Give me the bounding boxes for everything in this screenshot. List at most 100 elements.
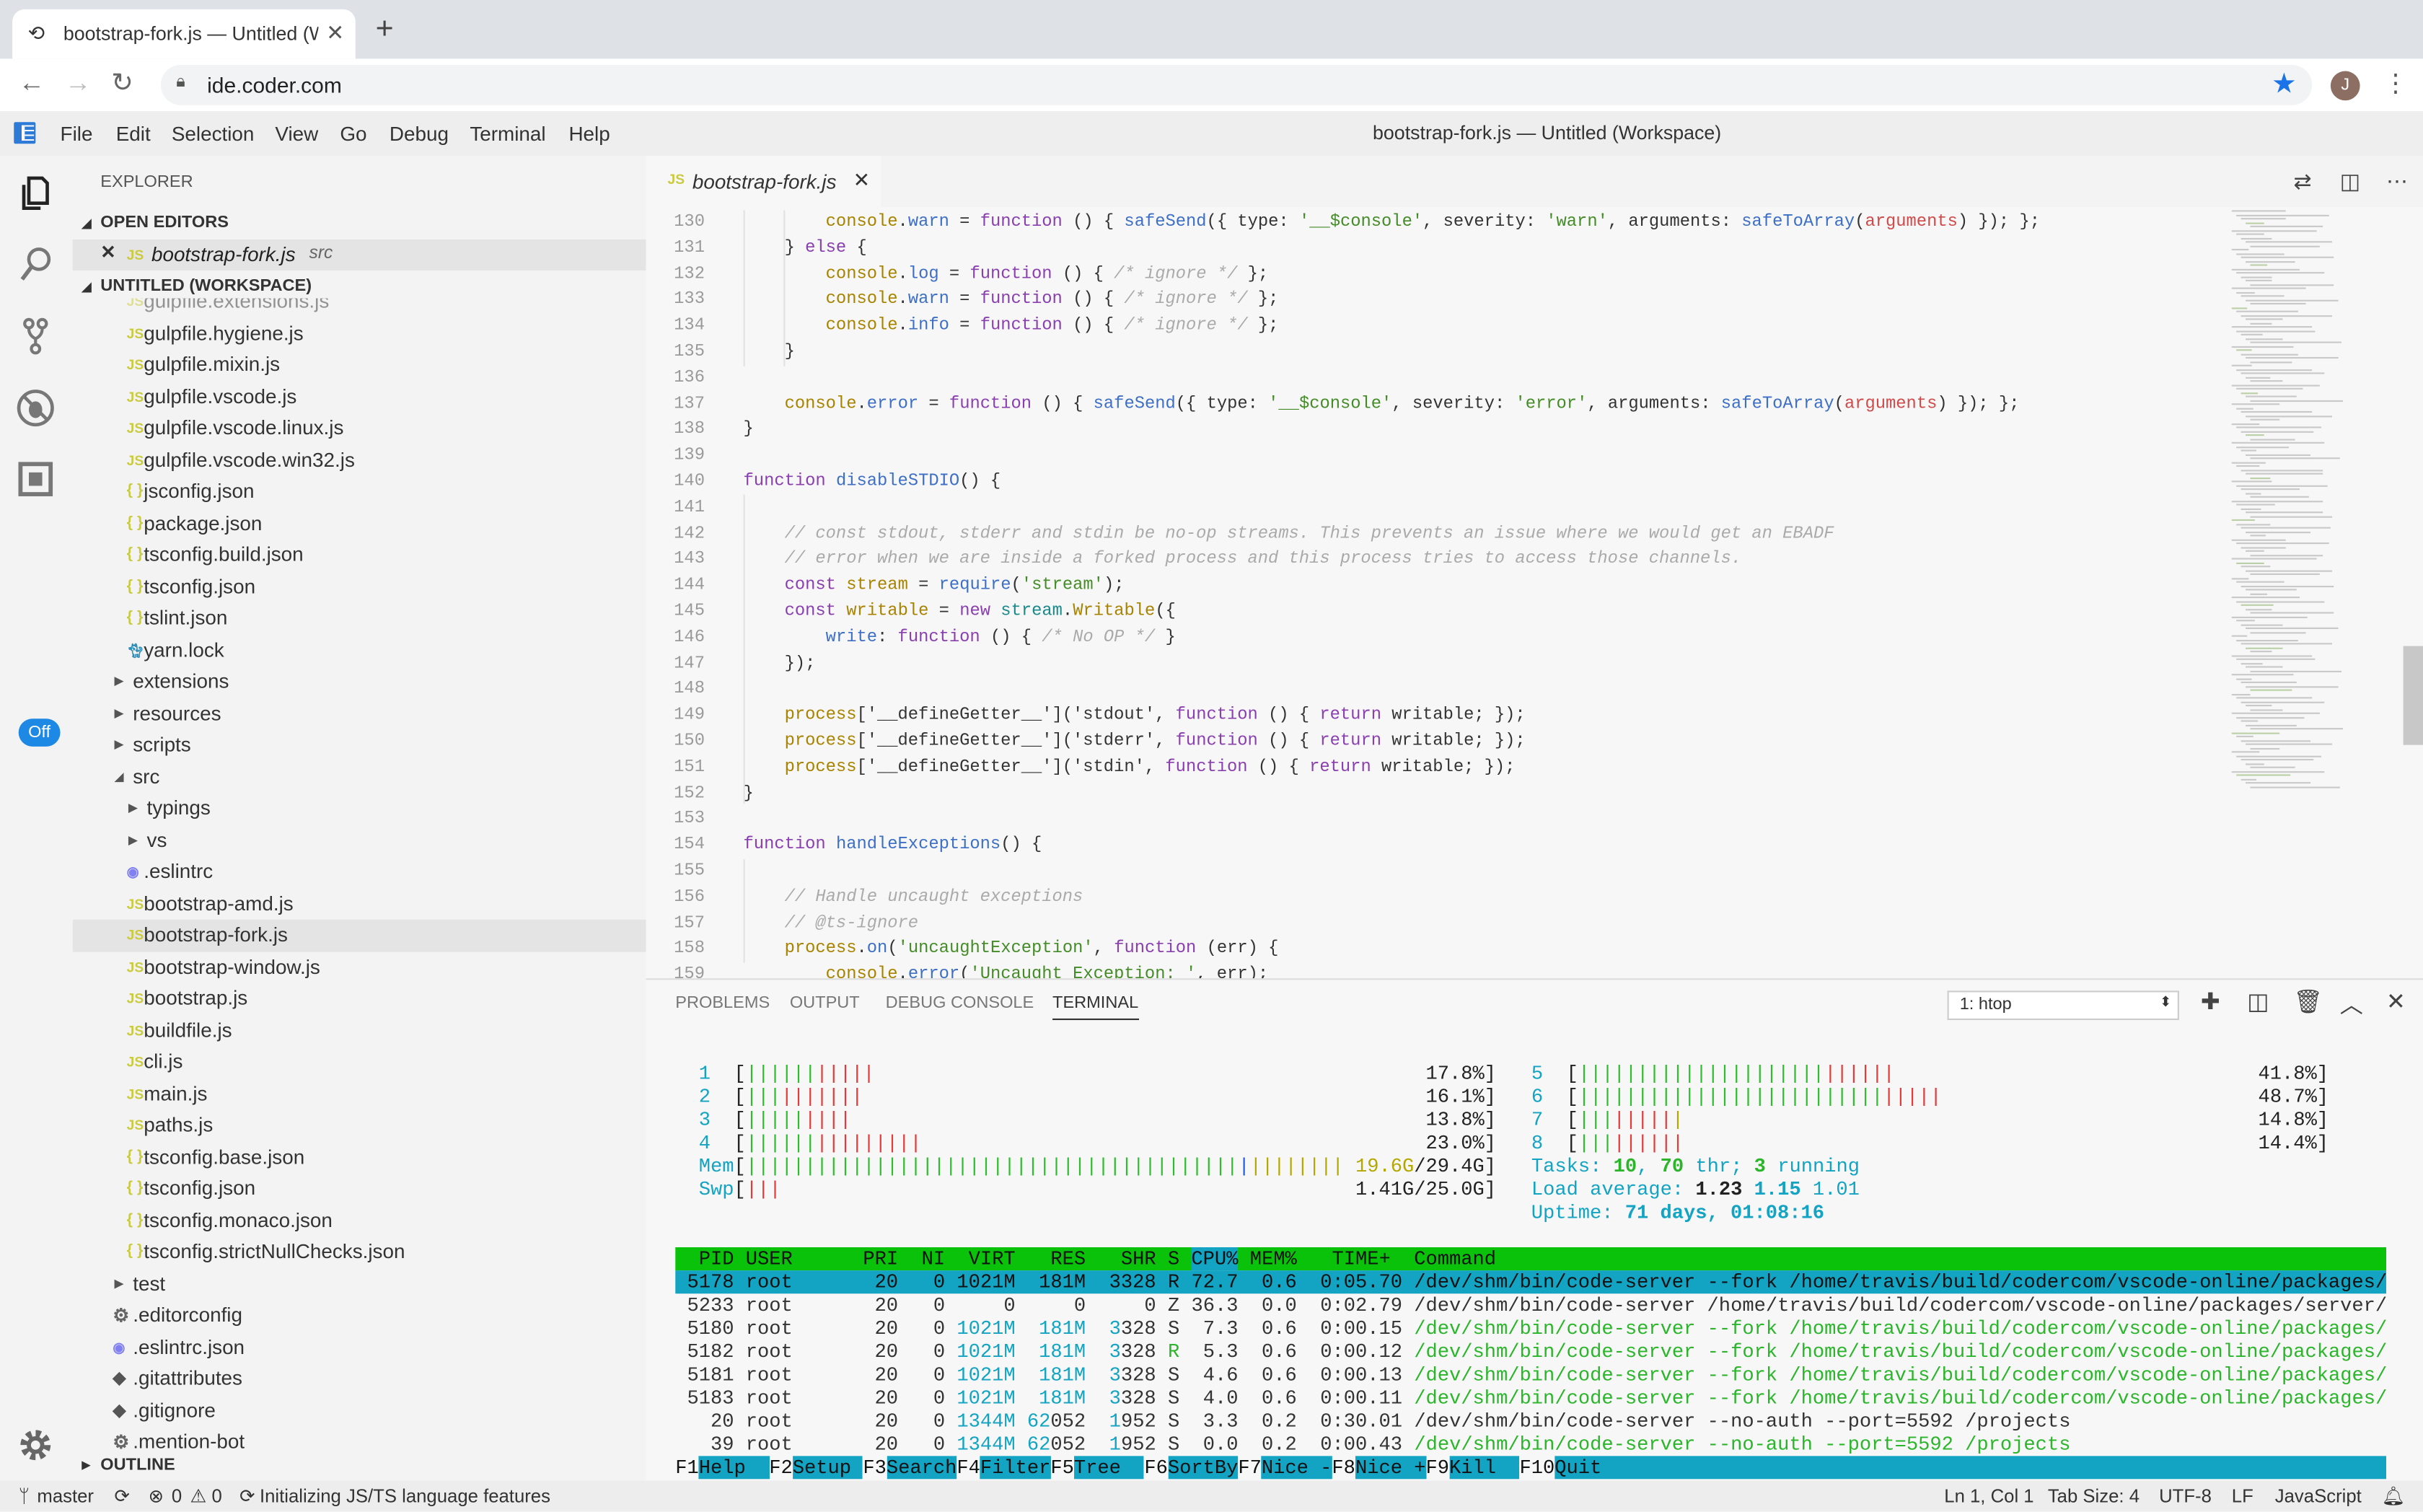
settings-gear-icon[interactable] — [15, 1425, 56, 1465]
tree-folder[interactable]: ▶ typings — [73, 793, 646, 825]
bookmark-star-icon[interactable]: ★ — [2272, 68, 2297, 100]
menu-file[interactable]: File — [60, 122, 93, 146]
tree-file[interactable]: JS gulpfile.extensions.js — [73, 299, 646, 318]
line-ending[interactable]: LF — [2231, 1485, 2253, 1507]
tree-file[interactable]: { } tslint.json — [73, 603, 646, 635]
function-key-label[interactable]: SortBy — [1167, 1456, 1239, 1480]
menu-help[interactable]: Help — [568, 122, 610, 146]
minimap[interactable] — [2225, 210, 2403, 797]
menu-debug[interactable]: Debug — [389, 122, 449, 146]
editor-tab[interactable]: JS bootstrap-fork.js ✕ — [646, 156, 881, 208]
tree-file[interactable]: JS paths.js — [73, 1109, 646, 1141]
tree-file[interactable]: JS cli.js — [73, 1046, 646, 1078]
tree-file[interactable]: JS gulpfile.vscode.linux.js — [73, 413, 646, 444]
tree-folder[interactable]: ▶ scripts — [73, 729, 646, 761]
menu-go[interactable]: Go — [340, 122, 367, 146]
close-tab-icon[interactable]: ✕ — [326, 19, 345, 45]
process-row[interactable]: 20 root 20 0 1344M 62052 1952 S 3.3 0.2 … — [675, 1410, 2386, 1433]
function-key[interactable]: F1 — [675, 1456, 699, 1480]
reload-icon[interactable]: ↻ — [111, 68, 133, 97]
function-key-label[interactable]: Quit — [1554, 1456, 2387, 1480]
tree-file[interactable]: { } package.json — [73, 508, 646, 540]
sync-icon[interactable]: ⟳ — [114, 1485, 131, 1507]
code-view[interactable]: 130 console.warn = function () { safeSen… — [646, 210, 2222, 978]
tree-file[interactable]: JS bootstrap-fork.js — [72, 919, 646, 951]
tree-file[interactable]: { } tsconfig.strictNullChecks.json — [73, 1236, 646, 1268]
menu-view[interactable]: View — [275, 122, 319, 146]
more-actions-icon[interactable]: ⋯ — [2386, 168, 2409, 193]
split-terminal-icon[interactable]: ◫ — [2247, 989, 2269, 1016]
tree-file[interactable]: 🐈︎ yarn.lock — [73, 634, 646, 666]
tree-file[interactable]: { } jsconfig.json — [73, 476, 646, 508]
profile-avatar[interactable]: J — [2330, 71, 2360, 101]
open-changes-icon[interactable]: ⇄ — [2293, 168, 2312, 193]
extensions-icon[interactable] — [15, 459, 56, 499]
function-key[interactable]: F2 — [769, 1456, 793, 1480]
function-key[interactable]: F4 — [957, 1456, 980, 1480]
tree-folder[interactable]: ▶ extensions — [73, 666, 646, 698]
tab-size[interactable]: Tab Size: 4 — [2047, 1485, 2140, 1507]
function-key[interactable]: F9 — [1425, 1456, 1449, 1480]
function-key-label[interactable]: Kill — [1448, 1456, 1520, 1480]
tab-output[interactable]: OUTPUT — [789, 993, 860, 1013]
function-key-label[interactable]: Setup — [792, 1456, 863, 1480]
tree-file[interactable]: { } tsconfig.json — [73, 571, 646, 603]
tree-folder[interactable]: ▶ resources — [73, 698, 646, 729]
tree-file[interactable]: { } tsconfig.monaco.json — [73, 1205, 646, 1236]
process-row[interactable]: 5233 root 20 0 0 0 0 Z 36.3 0.0 0:02.79 … — [675, 1293, 2387, 1317]
process-row[interactable]: 5181 root 20 0 1021M 181M 3328 S 4.6 0.6… — [675, 1363, 2387, 1386]
debug-icon[interactable] — [15, 388, 56, 428]
function-key[interactable]: F3 — [863, 1456, 887, 1480]
tree-file[interactable]: ◉ .eslintrc.json — [73, 1332, 646, 1363]
new-tab-button[interactable]: + — [375, 12, 394, 47]
chevron-up-icon[interactable]: ︿ — [2339, 992, 2363, 1019]
tree-file[interactable]: JS gulpfile.mixin.js — [73, 349, 646, 381]
close-icon[interactable]: ✕ — [853, 168, 871, 192]
open-editor-item[interactable]: ✕ JS bootstrap-fork.js src — [72, 239, 646, 271]
process-row[interactable]: 5178 root 20 0 1021M 181M 3328 R 72.7 0.… — [675, 1270, 2387, 1294]
tree-file[interactable]: JS bootstrap-amd.js — [73, 888, 646, 920]
browser-tab[interactable]: ⟲ bootstrap-fork.js — Untitled (W ✕ — [12, 9, 356, 59]
tree-file[interactable]: ◆ .gitattributes — [73, 1363, 646, 1395]
function-key-label[interactable]: Nice - — [1261, 1456, 1332, 1480]
warning-count[interactable]: 0 — [211, 1485, 222, 1507]
notifications-bell-icon[interactable]: 🔔︎ — [2381, 1485, 2406, 1507]
tree-file[interactable]: JS main.js — [73, 1078, 646, 1109]
function-key-label[interactable]: Help — [698, 1456, 770, 1480]
function-key-label[interactable]: Nice + — [1355, 1456, 1426, 1480]
process-row[interactable]: 5182 root 20 0 1021M 181M 3328 R 5.3 0.6… — [675, 1340, 2387, 1363]
tree-file[interactable]: { } tsconfig.build.json — [73, 540, 646, 571]
tree-file[interactable]: JS buildfile.js — [73, 1015, 646, 1047]
function-key-label[interactable]: Tree — [1073, 1456, 1145, 1480]
language-mode[interactable]: JavaScript — [2274, 1485, 2362, 1507]
tree-file[interactable]: ⚙ .editorconfig — [73, 1300, 646, 1332]
process-row[interactable]: 39 root 20 0 1344M 62052 1952 S 0.0 0.2 … — [675, 1433, 2386, 1456]
trash-icon[interactable]: 🗑︎ — [2293, 989, 2323, 1016]
tab-debug-console[interactable]: DEBUG CONSOLE — [885, 993, 1034, 1013]
tree-folder[interactable]: ▶ test — [73, 1268, 646, 1300]
tab-problems[interactable]: PROBLEMS — [675, 993, 770, 1013]
split-editor-icon[interactable]: ◫ — [2339, 168, 2361, 193]
tree-file[interactable]: ◉ .eslintrc — [73, 856, 646, 888]
menu-terminal[interactable]: Terminal — [470, 122, 546, 146]
url-input[interactable]: 🔒︎ ide.coder.com ★ — [160, 64, 2313, 105]
terminal-select[interactable]: 1: htop ⬍ — [1947, 990, 2179, 1021]
process-row[interactable]: 5180 root 20 0 1021M 181M 3328 S 7.3 0.6… — [675, 1317, 2387, 1340]
process-row[interactable]: 5183 root 20 0 1021M 181M 3328 S 4.0 0.6… — [675, 1386, 2387, 1410]
tree-file[interactable]: { } tsconfig.json — [73, 1173, 646, 1205]
forward-icon[interactable]: → — [64, 68, 92, 97]
terminal-output[interactable]: 1 [||||||||||| 17.8%] 5 [|||||||||||||||… — [675, 1062, 2387, 1480]
tree-file[interactable]: JS gulpfile.vscode.win32.js — [73, 444, 646, 476]
function-key[interactable]: F10 — [1519, 1456, 1555, 1480]
close-panel-icon[interactable]: ✕ — [2386, 989, 2406, 1016]
close-icon[interactable]: ✕ — [100, 241, 116, 263]
tree-file[interactable]: JS gulpfile.vscode.js — [73, 381, 646, 413]
function-key[interactable]: F7 — [1238, 1456, 1262, 1480]
tree-file[interactable]: ◆ .gitignore — [73, 1395, 646, 1427]
tree-folder[interactable]: ◢ src — [73, 761, 646, 793]
tree-folder[interactable]: ▶ vs — [73, 825, 646, 856]
tab-terminal[interactable]: TERMINAL — [1052, 994, 1139, 1021]
error-count[interactable]: 0 — [171, 1485, 183, 1507]
tree-file[interactable]: JS bootstrap.js — [73, 983, 646, 1015]
function-key[interactable]: F8 — [1332, 1456, 1355, 1480]
